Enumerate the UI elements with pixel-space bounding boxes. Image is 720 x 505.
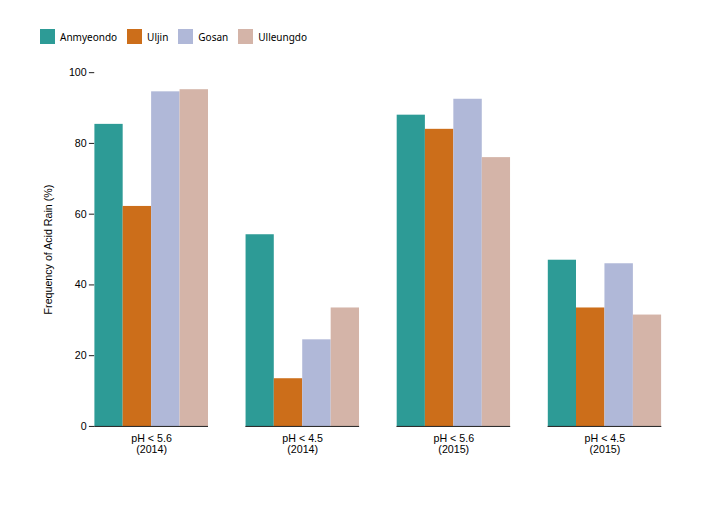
svg-text:pH < 4.5(2015): pH < 4.5(2015)	[585, 432, 626, 455]
svg-text:pH < 5.6(2015): pH < 5.6(2015)	[433, 432, 474, 455]
svg-text:20: 20	[75, 349, 87, 361]
svg-text:pH < 5.6(2014): pH < 5.6(2014)	[131, 432, 172, 455]
svg-text:100: 100	[69, 66, 87, 78]
html-text:Ulleungdo: Ulleungdo	[258, 29, 308, 44]
svg-text:Frequency of Acid Rain (%): Frequency of Acid Rain (%)	[42, 185, 54, 315]
svg-text:80: 80	[75, 137, 87, 149]
html-text:Gosan: Gosan	[198, 29, 229, 44]
svg-text:0: 0	[81, 420, 87, 432]
svg-text:pH < 4.5(2014): pH < 4.5(2014)	[282, 432, 323, 455]
html-text:Anmyeondo: Anmyeondo	[60, 29, 118, 44]
html-text:Uljin: Uljin	[147, 29, 169, 44]
svg-text:40: 40	[75, 278, 87, 290]
svg-text:60: 60	[75, 208, 87, 220]
